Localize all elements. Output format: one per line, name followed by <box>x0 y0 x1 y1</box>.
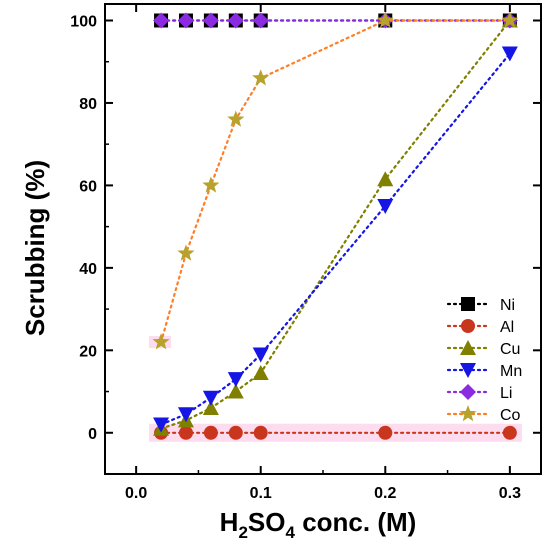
legend-label-ni: Ni <box>500 297 515 314</box>
y-tick-label: 40 <box>79 261 97 278</box>
data-point-co <box>501 11 519 28</box>
data-point-li <box>252 12 269 29</box>
legend-item-cu: Cu <box>446 340 520 358</box>
data-point-cu <box>227 383 244 399</box>
x-tick-label: 0.2 <box>374 485 396 502</box>
legend-marker-al <box>461 319 475 333</box>
legend-marker-cu <box>460 340 476 355</box>
y-tick-label: 20 <box>79 343 97 360</box>
y-tick-label: 100 <box>70 13 97 30</box>
data-point-al <box>178 425 193 440</box>
data-point-al <box>228 425 243 440</box>
data-point-co <box>227 110 245 127</box>
data-point-mn <box>177 407 194 423</box>
y-tick-label: 60 <box>79 178 97 195</box>
legend-item-ni: Ni <box>446 297 515 314</box>
x-axis-title-sub-2: 2 <box>238 523 247 542</box>
data-point-li <box>153 12 170 29</box>
legend-label-al: Al <box>500 319 514 336</box>
data-point-al <box>502 425 517 440</box>
data-point-mn <box>377 199 394 215</box>
data-point-cu <box>202 400 219 416</box>
plot-area <box>105 4 541 474</box>
data-point-al <box>253 425 268 440</box>
legend-item-al: Al <box>446 319 514 336</box>
data-point-mn <box>227 372 244 388</box>
y-axis-title: Scrubbing (%) <box>20 160 50 336</box>
axes-layer: 0.0 0.1 0.2 0.3 0 20 40 60 80 100 <box>70 3 542 502</box>
plot-background <box>105 4 541 474</box>
data-point-co <box>202 176 220 193</box>
legend-item-li: Li <box>446 384 512 402</box>
data-point-mn <box>202 390 219 406</box>
y-tick-label: 80 <box>79 96 97 113</box>
data-point-cu <box>377 171 394 187</box>
legend-label-mn: Mn <box>500 363 522 380</box>
x-axis-title-so: SO <box>248 507 286 537</box>
x-tick-label: 0.3 <box>499 485 521 502</box>
data-point-li <box>202 12 219 29</box>
data-point-co <box>152 333 170 350</box>
legend-label-cu: Cu <box>500 341 520 358</box>
data-point-mn <box>501 46 518 62</box>
legend-item-co: Co <box>446 405 521 424</box>
legend-marker-co <box>459 405 477 422</box>
legend-item-mn: Mn <box>446 363 522 380</box>
y-tick-label: 0 <box>88 426 97 443</box>
x-axis-title-tail: conc. (M) <box>295 507 416 537</box>
legend-marker-mn <box>460 363 476 378</box>
series-co <box>152 11 519 350</box>
series-mn <box>153 46 518 433</box>
data-point-al <box>378 425 393 440</box>
data-point-li <box>177 12 194 29</box>
data-point-cu <box>252 364 269 380</box>
legend: Ni Al Cu Mn Li Co <box>446 297 522 424</box>
data-point-li <box>227 12 244 29</box>
legend-marker-ni <box>461 297 475 311</box>
x-tick-label: 0.1 <box>250 485 272 502</box>
legend-label-li: Li <box>500 385 512 402</box>
data-point-mn <box>252 347 269 363</box>
x-tick-label: 0.0 <box>125 485 147 502</box>
x-axis-title-h: H <box>220 507 239 537</box>
legend-label-co: Co <box>500 407 521 424</box>
data-point-mn <box>153 417 170 433</box>
x-axis-title: H2SO4 conc. (M) <box>220 507 417 542</box>
data-point-co <box>252 69 270 86</box>
legend-marker-li <box>460 384 476 400</box>
data-point-co <box>376 11 394 28</box>
data-point-al <box>203 425 218 440</box>
x-axis-title-sub-4: 4 <box>286 523 296 542</box>
data-point-co <box>177 244 195 261</box>
series-layer <box>152 11 519 440</box>
